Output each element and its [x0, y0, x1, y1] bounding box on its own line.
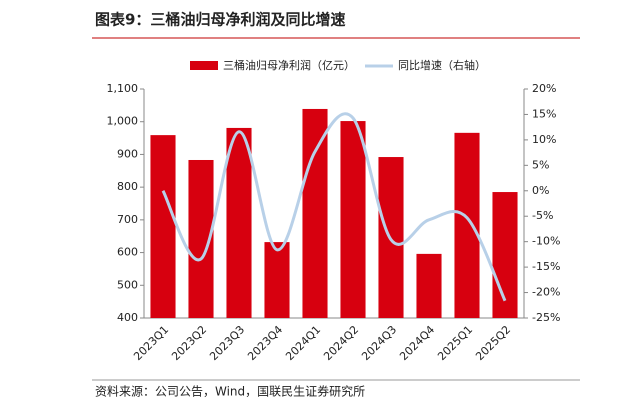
y2-tick-label: 15% — [532, 107, 556, 120]
x-tick-label: 2025Q1 — [435, 323, 475, 363]
y-tick-label: 1,100 — [107, 82, 139, 95]
bar — [264, 242, 290, 318]
y-tick-label: 1,000 — [107, 115, 139, 128]
x-tick-label: 2025Q2 — [473, 323, 513, 363]
chart-title: 图表9：三桶油归母净利润及同比增速 — [95, 11, 345, 29]
y2-tick-label: -15% — [532, 260, 560, 273]
line — [161, 112, 507, 302]
y-tick-label: 500 — [117, 278, 138, 291]
bar — [340, 121, 366, 318]
bar — [302, 108, 328, 318]
x-tick-label: 2023Q4 — [245, 323, 285, 363]
x-tick-label: 2023Q1 — [131, 323, 171, 363]
bar — [226, 127, 252, 319]
x-tick-label: 2024Q1 — [283, 323, 323, 363]
x-tick-label: 2024Q2 — [321, 323, 361, 363]
y2-tick-label: 10% — [532, 133, 556, 146]
bar — [150, 135, 176, 318]
y-tick-label: 800 — [117, 180, 138, 193]
y-tick-label: 900 — [117, 147, 138, 160]
legend-label: 三桶油归母净利润（亿元） — [223, 58, 355, 72]
y2-tick-label: 5% — [532, 158, 549, 171]
y-tick-label: 400 — [117, 311, 138, 324]
y2-tick-label: 20% — [532, 82, 556, 95]
y-tick-label: 700 — [117, 213, 138, 226]
y2-tick-label: 0% — [532, 184, 549, 197]
source-note: 资料来源：公司公告，Wind，国联民生证券研究所 — [95, 384, 365, 399]
x-tick-label: 2023Q3 — [207, 323, 247, 363]
x-tick-label: 2023Q2 — [169, 323, 209, 363]
y2-tick-label: -10% — [532, 235, 560, 248]
y2-tick-label: -5% — [532, 209, 553, 222]
legend-swatch — [190, 61, 218, 70]
legend-label: 同比增速（右轴） — [398, 58, 486, 72]
y2-tick-label: -25% — [532, 311, 560, 324]
x-tick-label: 2024Q4 — [397, 323, 437, 363]
x-tick-label: 2024Q3 — [359, 323, 399, 363]
y-tick-label: 600 — [117, 246, 138, 259]
bar — [454, 132, 480, 318]
y2-tick-label: -20% — [532, 286, 560, 299]
bar — [416, 253, 442, 318]
